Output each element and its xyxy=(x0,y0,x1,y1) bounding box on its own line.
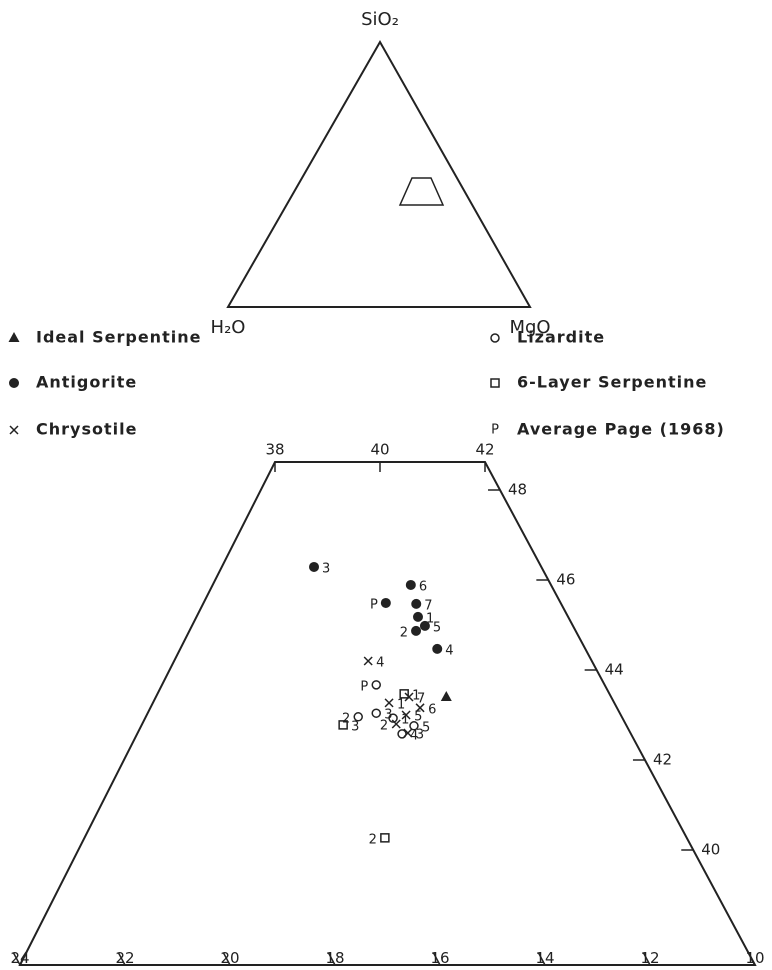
x-tick-label: 18 xyxy=(325,949,344,967)
legend-label: 6-Layer Serpentine xyxy=(517,373,707,392)
marker xyxy=(397,729,407,739)
marker xyxy=(338,720,348,730)
point-label: P xyxy=(360,679,368,694)
marker xyxy=(8,332,20,342)
point-label: 4 xyxy=(445,643,453,658)
tick xyxy=(222,952,231,966)
x2-tick-label: 42 xyxy=(475,441,494,459)
tick xyxy=(12,952,21,966)
x-tick-label: 24 xyxy=(10,949,29,967)
marker xyxy=(404,692,414,702)
marker xyxy=(419,620,430,631)
tick xyxy=(747,952,756,966)
point-label: 2 xyxy=(400,625,408,640)
marker xyxy=(412,611,423,622)
apex-label: MgO xyxy=(509,317,550,338)
marker xyxy=(353,712,363,722)
legend-label: Average Page (1968) xyxy=(517,420,725,439)
legend-label: Lizardite xyxy=(517,328,605,347)
apex-label: H₂O xyxy=(211,317,246,338)
marker xyxy=(399,689,409,699)
marker xyxy=(9,378,19,388)
y-tick-label: 46 xyxy=(556,571,575,589)
y-tick-label: 42 xyxy=(653,751,672,769)
point-label: 2 xyxy=(380,719,388,734)
point-label: 4 xyxy=(376,656,384,671)
inset-triangle xyxy=(226,39,532,308)
y-tick-label: 44 xyxy=(605,661,624,679)
marker xyxy=(409,721,419,731)
y-tick-label: 40 xyxy=(701,841,720,859)
tick xyxy=(327,952,336,966)
marker xyxy=(380,833,390,843)
marker xyxy=(432,643,443,654)
x2-tick-label: 40 xyxy=(370,441,389,459)
marker xyxy=(411,598,422,609)
marker xyxy=(371,708,381,718)
point-label: 6 xyxy=(428,702,436,717)
marker xyxy=(371,680,381,690)
point-label: 6 xyxy=(419,579,427,594)
point-label: 2 xyxy=(369,832,377,847)
x-tick-label: 14 xyxy=(535,949,554,967)
point-label: 1 xyxy=(412,688,420,703)
point-label: 3 xyxy=(416,728,424,743)
tick xyxy=(642,952,651,966)
y-tick-label: 48 xyxy=(508,481,527,499)
x-tick-label: 20 xyxy=(220,949,239,967)
marker xyxy=(388,713,398,723)
x-tick-label: 16 xyxy=(430,949,449,967)
marker xyxy=(440,691,452,701)
point-label: 5 xyxy=(433,620,441,635)
legend-label: Antigorite xyxy=(36,373,137,392)
x2-tick-label: 38 xyxy=(265,441,284,459)
point-label: 3 xyxy=(351,719,359,734)
marker xyxy=(391,719,401,729)
legend-label: Chrysotile xyxy=(36,420,137,439)
point-label: 7 xyxy=(424,598,432,613)
point-label: 4 xyxy=(410,728,418,743)
point-label: 3 xyxy=(384,708,392,723)
marker xyxy=(405,579,416,590)
legend-label: Ideal Serpentine xyxy=(36,328,201,347)
x-tick-label: 22 xyxy=(115,949,134,967)
marker xyxy=(384,698,394,708)
tick xyxy=(432,952,441,966)
x-tick-label: 10 xyxy=(745,949,764,967)
point-label: 1 xyxy=(397,697,405,712)
point-label: 1 xyxy=(426,611,434,626)
tick xyxy=(537,952,546,966)
point-label: 5 xyxy=(422,720,430,735)
inset-field xyxy=(398,177,445,206)
marker xyxy=(380,597,391,608)
point-label: P xyxy=(370,597,378,612)
marker xyxy=(415,703,425,713)
marker xyxy=(490,378,500,388)
tick xyxy=(117,952,126,966)
marker xyxy=(363,656,373,666)
marker xyxy=(411,625,422,636)
point-label: 1 xyxy=(401,713,409,728)
marker xyxy=(490,333,500,343)
apex-label: SiO₂ xyxy=(361,9,399,30)
point-label: 7 xyxy=(417,692,425,707)
x-tick-label: 12 xyxy=(640,949,659,967)
marker xyxy=(309,561,320,572)
marker xyxy=(401,710,411,720)
legend-symbol: P xyxy=(491,423,499,438)
marker xyxy=(9,425,19,435)
point-label: 2 xyxy=(342,711,350,726)
point-label: 5 xyxy=(414,710,422,725)
point-label: 3 xyxy=(322,561,330,576)
